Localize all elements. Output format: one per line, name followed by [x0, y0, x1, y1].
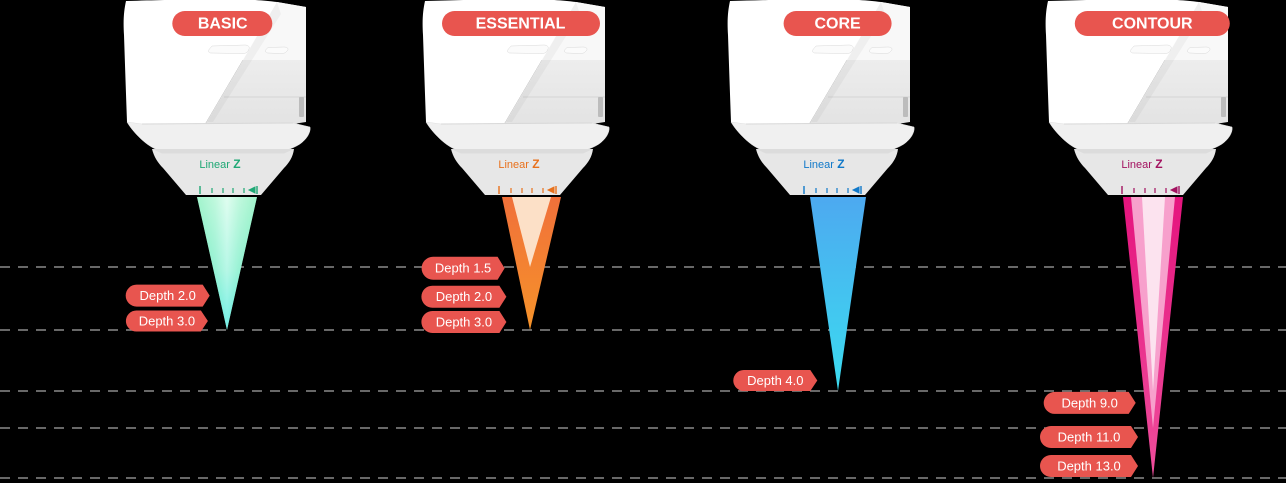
svg-text:Depth 4.0: Depth 4.0 [747, 373, 803, 388]
svg-text:Depth 2.0: Depth 2.0 [140, 288, 196, 303]
svg-text:Depth 3.0: Depth 3.0 [436, 315, 492, 330]
svg-text:Linear Z: Linear Z [199, 157, 240, 171]
svg-text:Depth 13.0: Depth 13.0 [1057, 459, 1121, 474]
svg-text:CORE: CORE [814, 16, 861, 33]
svg-text:Depth 9.0: Depth 9.0 [1062, 395, 1118, 410]
svg-text:Depth 3.0: Depth 3.0 [139, 314, 195, 329]
svg-text:BASIC: BASIC [198, 16, 248, 33]
svg-text:Depth 2.0: Depth 2.0 [436, 289, 492, 304]
svg-text:ESSENTIAL: ESSENTIAL [476, 16, 566, 33]
svg-text:CONTOUR: CONTOUR [1112, 16, 1193, 33]
svg-text:Linear Z: Linear Z [1121, 157, 1162, 171]
svg-text:Linear Z: Linear Z [803, 157, 844, 171]
svg-text:Depth 1.5: Depth 1.5 [435, 261, 491, 276]
svg-text:Depth 11.0: Depth 11.0 [1058, 430, 1121, 445]
svg-text:Linear Z: Linear Z [498, 157, 539, 171]
